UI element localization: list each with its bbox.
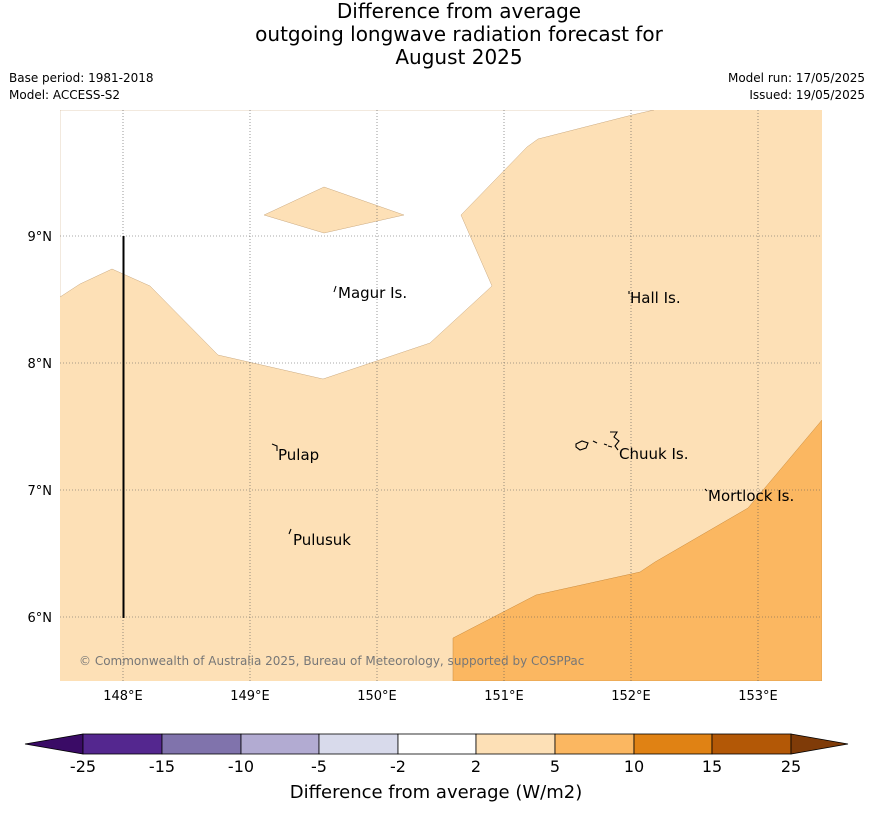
cb-tick-9: 15 [702, 757, 722, 776]
issued-date: Issued: 19/05/2025 [749, 88, 865, 102]
cb-tick-8: 10 [624, 757, 644, 776]
lat-tick-6: 6°N [28, 611, 53, 626]
label-mortlock: Mortlock Is. [708, 487, 794, 505]
lon-tick-152: 152°E [611, 689, 651, 704]
anomaly-band-5-10 [452, 419, 822, 681]
colorbar-extend-low [24, 733, 84, 755]
lon-tick-153: 153°E [738, 689, 778, 704]
meta-left: Base period: 1981-2018 Model: ACCESS-S2 [9, 70, 154, 104]
title-line-3: August 2025 [395, 45, 523, 69]
map-area: Magur Is. Hall Is. Pulap Chuuk Is. Mortl… [60, 110, 822, 681]
colorbar-bin-8 [633, 733, 713, 755]
anomaly-patch-north [263, 186, 405, 234]
title-line-2: outgoing longwave radiation forecast for [255, 22, 663, 46]
label-hall: Hall Is. [630, 289, 681, 307]
lat-tick-labels: 9°N 8°N 7°N 6°N [28, 230, 53, 626]
colorbar-bin-9 [711, 733, 792, 755]
island-shapes [271, 285, 708, 535]
lon-tick-148: 148°E [103, 689, 143, 704]
colorbar-bin-4 [318, 733, 399, 755]
lat-tick-7: 7°N [28, 484, 53, 499]
cb-tick-1: -25 [70, 757, 96, 776]
copyright-notice: © Commonwealth of Australia 2025, Bureau… [79, 654, 584, 668]
cb-tick-2: -15 [149, 757, 175, 776]
model-name: Model: ACCESS-S2 [9, 88, 121, 102]
pulap-island-shape [271, 443, 278, 451]
lat-tick-9: 9°N [28, 230, 53, 245]
lon-tick-150: 150°E [357, 689, 397, 704]
base-period: Base period: 1981-2018 [9, 71, 154, 85]
colorbar-bin-7 [554, 733, 635, 755]
magur-island-shape [333, 285, 337, 293]
colorbar [24, 733, 849, 755]
colorbar-bin-5 [397, 733, 477, 755]
colorbar-extend-high [790, 733, 849, 755]
mortlock-island-shape [704, 488, 708, 492]
lon-tick-labels: 148°E 149°E 150°E 151°E 152°E 153°E [103, 689, 778, 704]
title-line-1: Difference from average [336, 0, 582, 23]
model-run: Model run: 17/05/2025 [727, 71, 865, 85]
label-magur: Magur Is. [338, 284, 407, 302]
lon-tick-151: 151°E [484, 689, 524, 704]
cb-tick-3: -10 [228, 757, 254, 776]
label-pulusuk: Pulusuk [293, 531, 351, 549]
colorbar-bin-3 [240, 733, 320, 755]
colorbar-tick-labels: -25 -15 -10 -5 -2 2 5 10 15 25 [70, 757, 801, 776]
cb-tick-5: -2 [390, 757, 406, 776]
lon-tick-149: 149°E [230, 689, 270, 704]
colorbar-bin-6 [475, 733, 556, 755]
map-title: Difference from average outgoing longwav… [0, 0, 873, 69]
colorbar-bin-2 [161, 733, 242, 755]
chuuk-lagoon-shape [575, 431, 620, 451]
cb-tick-4: -5 [311, 757, 327, 776]
meta-right: Model run: 17/05/2025 Issued: 19/05/2025 [728, 70, 865, 104]
anomaly-band-neutral-north [60, 110, 655, 380]
cb-tick-6: 2 [471, 757, 481, 776]
cb-tick-7: 5 [550, 757, 560, 776]
colorbar-title: Difference from average (W/m2) [290, 782, 582, 803]
lat-tick-8: 8°N [28, 357, 53, 372]
label-chuuk: Chuuk Is. [619, 445, 688, 463]
pulusuk-island-shape [288, 528, 292, 535]
cb-tick-10: 25 [781, 757, 801, 776]
label-pulap: Pulap [278, 446, 319, 464]
colorbar-bin-1 [82, 733, 163, 755]
